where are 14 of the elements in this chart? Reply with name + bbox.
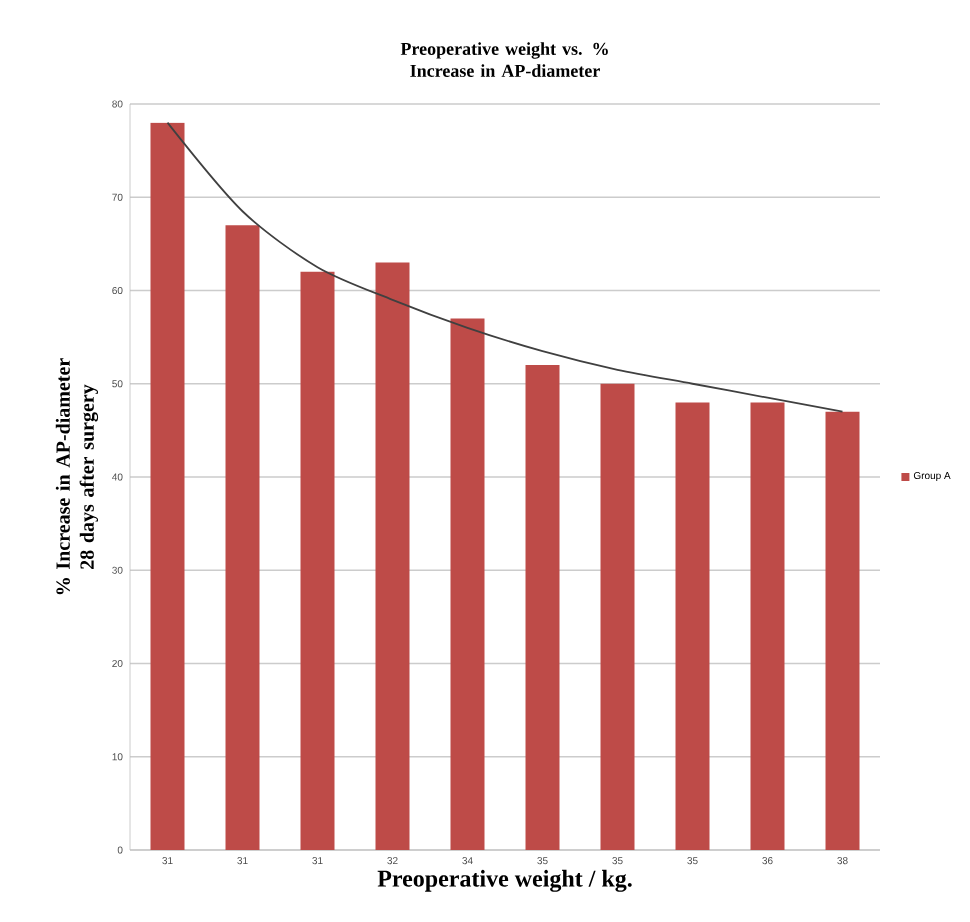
bar [225, 225, 260, 850]
y-axis-title: % Increase in AP-diameter 28 days after surgery [55, 358, 99, 595]
line-series [166, 121, 844, 413]
bar [150, 122, 185, 850]
chart-title: Preoperative weight vs. % Increase in AP-diameter [400, 42, 608, 77]
bar [450, 318, 485, 850]
bar [825, 411, 860, 850]
x-axis-title: Preoperative weight / kg. [377, 869, 632, 892]
bar [600, 383, 635, 850]
bar [750, 402, 785, 850]
bar [375, 262, 410, 850]
bar [300, 271, 335, 850]
bar [675, 402, 710, 850]
bar [525, 365, 560, 850]
